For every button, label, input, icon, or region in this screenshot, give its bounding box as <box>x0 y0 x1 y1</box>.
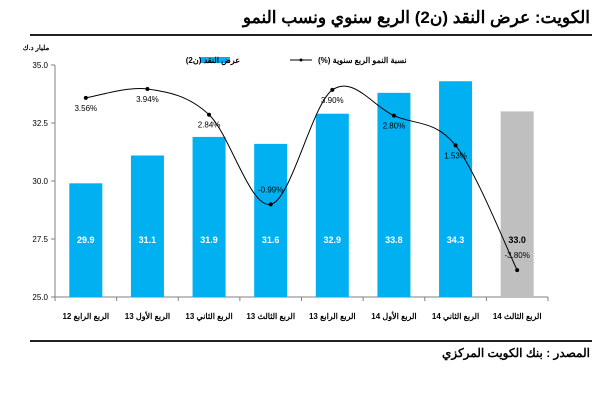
bar <box>254 143 288 297</box>
bar <box>130 155 164 297</box>
y-tick-label: 32.5 <box>32 119 48 128</box>
legend-line-marker <box>299 58 303 62</box>
title-divider <box>30 34 592 36</box>
growth-data-label: 3.56% <box>74 104 97 113</box>
growth-marker <box>391 113 396 118</box>
y-axis-label: مليار د.ك <box>23 44 50 52</box>
page-title: الكويت: عرض النقد (ن2) الربع سنوي ونسب ا… <box>242 8 590 27</box>
bar <box>377 92 411 297</box>
growth-data-label: -0.99% <box>258 185 283 194</box>
bar-data-label: 34.3 <box>447 235 465 245</box>
growth-data-label: -3.80% <box>505 251 530 260</box>
growth-data-label: 3.90% <box>321 96 344 105</box>
x-tick-label: الربع الثالث 13 <box>246 312 295 322</box>
y-tick-label: 35.0 <box>32 61 48 70</box>
x-tick-label: الربع الأول 13 <box>125 310 170 322</box>
chart: 25.0 27.5 30.0 32.5 35.0 مليار د.ك 29.9 الربع ا… <box>23 44 549 322</box>
growth-data-label: 1.53% <box>444 151 467 160</box>
bar <box>192 136 226 297</box>
x-tick-label: الربع الثاني 13 <box>185 312 232 322</box>
source-note: المصدر : بنك الكويت المركزي <box>441 346 590 360</box>
growth-data-label: 3.94% <box>136 95 159 104</box>
x-tick-label: الربع الأول 14 <box>371 310 416 322</box>
bar-data-label: 29.9 <box>77 235 95 245</box>
legend-bar-swatch <box>200 57 230 63</box>
x-tick-label: الربع الثاني 14 <box>432 312 479 322</box>
bar <box>69 183 103 297</box>
y-tick-label: 25.0 <box>32 293 48 302</box>
bar-data-label: 32.9 <box>324 235 342 245</box>
bar-data-label: 31.9 <box>200 235 218 245</box>
growth-marker <box>330 87 335 92</box>
bar-data-label: 31.6 <box>262 235 280 245</box>
legend-bar-label: عرض النقد (ن2) <box>186 56 241 66</box>
growth-marker <box>515 268 520 273</box>
x-tick-label: الربع الثالث 14 <box>493 312 542 322</box>
x-tick-label: الربع الرابع 12 <box>62 312 109 322</box>
y-tick-label: 30.0 <box>32 177 48 186</box>
growth-marker <box>83 95 88 100</box>
bar <box>500 111 534 298</box>
bar-data-label: 33.8 <box>385 235 403 245</box>
y-tick-label: 27.5 <box>32 235 48 244</box>
bar <box>439 81 473 298</box>
growth-marker <box>453 143 458 148</box>
legend-line-label: نسبة النمو الربع سنوية (%) <box>318 56 407 66</box>
growth-marker <box>207 112 212 117</box>
bar-data-label: 31.1 <box>139 235 157 245</box>
x-tick-label: الربع الرابع 13 <box>309 312 356 322</box>
growth-data-label: 2.84% <box>198 121 221 130</box>
growth-data-label: 2.80% <box>383 122 406 131</box>
bar-data-label: 33.0 <box>508 235 526 245</box>
growth-marker <box>145 87 150 91</box>
bar <box>315 113 349 297</box>
source-divider <box>30 340 592 342</box>
growth-marker <box>268 202 273 207</box>
